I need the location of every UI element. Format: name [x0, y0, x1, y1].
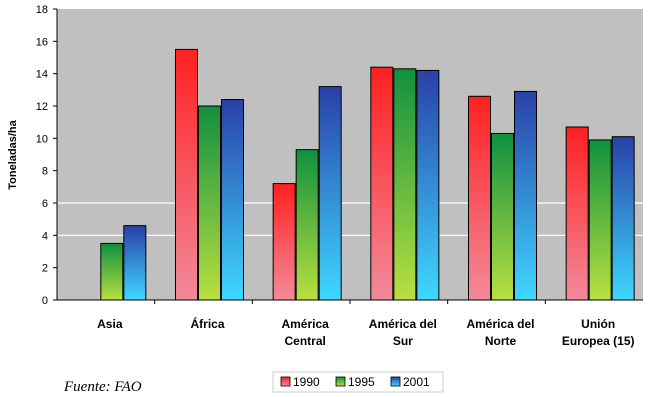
bar-2001 [221, 99, 244, 301]
category-labels: Asia África América Central América del Sur Am… [97, 316, 634, 348]
bar-1995 [491, 132, 514, 301]
bar-2001 [514, 90, 537, 301]
x-category-label: América del [369, 317, 437, 331]
x-category-label: América [281, 317, 329, 331]
bar-1990 [468, 95, 491, 301]
bar-1990 [175, 48, 198, 301]
bar-1990 [272, 183, 296, 301]
x-category-label: Europea (15) [562, 334, 635, 348]
grid-lines [57, 202, 643, 236]
x-category-label: Asia [97, 317, 123, 331]
bar-1990 [565, 126, 589, 301]
bar-2001 [611, 136, 635, 301]
y-tick-label: 8 [42, 166, 48, 178]
y-ticks: 0 2 4 6 8 10 12 14 16 18 [36, 4, 57, 307]
legend-label-1990: 1990 [293, 375, 320, 389]
bar-2001 [123, 225, 147, 301]
y-tick-label: 4 [42, 230, 48, 242]
bar-1995 [100, 242, 124, 301]
x-category-label: América del [466, 317, 534, 331]
x-category-label: Sur [393, 334, 413, 348]
plot-area [57, 9, 643, 300]
legend-label-1995: 1995 [348, 375, 375, 389]
y-tick-label: 14 [36, 69, 48, 81]
bar-1995 [295, 149, 319, 301]
y-tick-label: 6 [42, 198, 48, 210]
x-category-label: Central [284, 334, 325, 348]
legend: 1990 1995 2001 [272, 371, 444, 393]
source-note: Fuente: FAO [63, 379, 142, 395]
y-tick-label: 18 [36, 4, 48, 16]
y-tick-label: 2 [42, 263, 48, 275]
y-tick-label: 16 [36, 36, 48, 48]
legend-swatch-1995 [335, 376, 346, 387]
bar-2001 [318, 86, 342, 301]
legend-swatch-2001 [390, 376, 401, 387]
y-tick-label: 12 [36, 101, 48, 113]
y-tick-label: 0 [42, 295, 48, 307]
x-category-label: Norte [485, 334, 517, 348]
legend-swatch-1990 [280, 376, 291, 387]
bars [100, 48, 635, 304]
y-axis-title: Toneladas/ha [7, 119, 19, 189]
legend-box [272, 371, 444, 393]
bar-1995 [588, 139, 612, 301]
legend-label-2001: 2001 [403, 375, 430, 389]
x-category-label: Unión [581, 317, 615, 331]
x-category-label: África [190, 316, 224, 331]
bar-1995 [393, 68, 417, 301]
bar-1995 [198, 105, 221, 301]
bar-1990 [370, 66, 394, 301]
bar-2001 [416, 69, 440, 301]
y-tick-label: 10 [36, 133, 48, 145]
